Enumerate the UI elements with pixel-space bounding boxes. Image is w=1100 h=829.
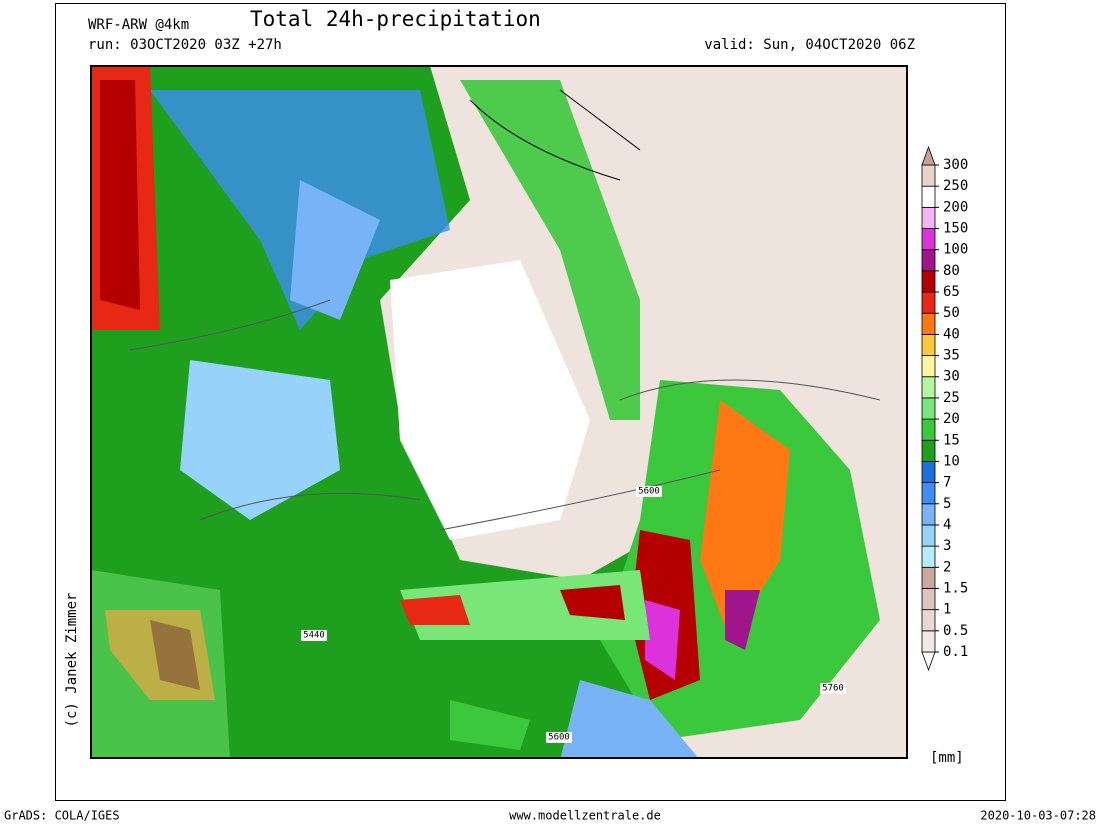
- colorbar-box: [921, 185, 936, 208]
- colorbar: 0.1 0.5 1 1.5 2 3 4 5 7 10 15 20 25 30 35 40 50 65 80 100 15…: [921, 145, 968, 672]
- unit-label: [mm]: [930, 750, 964, 766]
- colorbar-label: 2: [943, 559, 951, 575]
- model-label: WRF-ARW @4km: [88, 17, 189, 33]
- run-label: run: 03OCT2020 03Z +27h: [88, 37, 282, 53]
- colorbar-box: [921, 503, 936, 526]
- valid-label: valid: Sun, 04OCT2020 06Z: [704, 37, 915, 53]
- colorbar-box: [921, 355, 936, 378]
- colorbar-label: 300: [943, 157, 968, 173]
- colorbar-box: [921, 376, 936, 399]
- contour-labels: 5600 5440 5760 5600: [301, 486, 846, 743]
- colorbar-box: [921, 164, 936, 187]
- colorbar-box: [921, 397, 936, 420]
- colorbar-box: [921, 588, 936, 611]
- colorbar-box: [921, 566, 936, 589]
- colorbar-label: 65: [943, 284, 960, 300]
- colorbar-label: 1: [943, 602, 951, 618]
- colorbar-label: 7: [943, 475, 951, 491]
- colorbar-box: [921, 630, 936, 653]
- contour-label: 5440: [303, 631, 325, 641]
- colorbar-box: [921, 418, 936, 441]
- contour-label: 5600: [548, 733, 570, 743]
- colorbar-label: 150: [943, 221, 968, 237]
- colorbar-box: [921, 524, 936, 547]
- footer-left: GrADS: COLA/IGES: [4, 809, 120, 823]
- colorbar-cap: [921, 145, 936, 166]
- colorbar-label: 0.5: [943, 623, 968, 639]
- colorbar-box: [921, 249, 936, 272]
- colorbar-label: 30: [943, 369, 960, 385]
- colorbar-box: [921, 461, 936, 484]
- colorbar-label: 5: [943, 496, 951, 512]
- colorbar-box: [921, 439, 936, 462]
- credit: (c) Janek Zimmer: [64, 593, 80, 728]
- colorbar-label: 20: [943, 411, 960, 427]
- colorbar-box: [921, 270, 936, 293]
- colorbar-label: 1.5: [943, 580, 968, 596]
- colorbar-box: [921, 545, 936, 568]
- colorbar-box: [921, 312, 936, 335]
- colorbar-label: 10: [943, 453, 960, 469]
- contour-label: 5600: [638, 487, 660, 497]
- footer-center: www.modellzentrale.de: [509, 809, 661, 823]
- colorbar-label: 4: [943, 517, 951, 533]
- colorbar-label: 250: [943, 178, 968, 194]
- colorbar-box: [921, 228, 936, 251]
- contour-label: 5760: [822, 684, 844, 694]
- colorbar-label: 80: [943, 263, 960, 279]
- colorbar-label: 25: [943, 390, 960, 406]
- colorbar-label: 3: [943, 538, 951, 554]
- footer-right: 2020-10-03-07:28: [980, 809, 1096, 823]
- title: Total 24h-precipitation: [250, 7, 541, 31]
- colorbar-box: [921, 291, 936, 314]
- colorbar-label: 100: [943, 242, 968, 258]
- map: 5600 5440 5760 5600: [90, 65, 908, 759]
- colorbar-label: 200: [943, 199, 968, 215]
- colorbar-label: 40: [943, 326, 960, 342]
- colorbar-label: 50: [943, 305, 960, 321]
- colorbar-box: [921, 609, 936, 632]
- colorbar-box: [921, 482, 936, 505]
- colorbar-label: 15: [943, 432, 960, 448]
- colorbar-label: 35: [943, 348, 960, 364]
- colorbar-box: [921, 333, 936, 356]
- colorbar-label: 0.1: [943, 644, 968, 660]
- colorbar-box: [921, 206, 936, 229]
